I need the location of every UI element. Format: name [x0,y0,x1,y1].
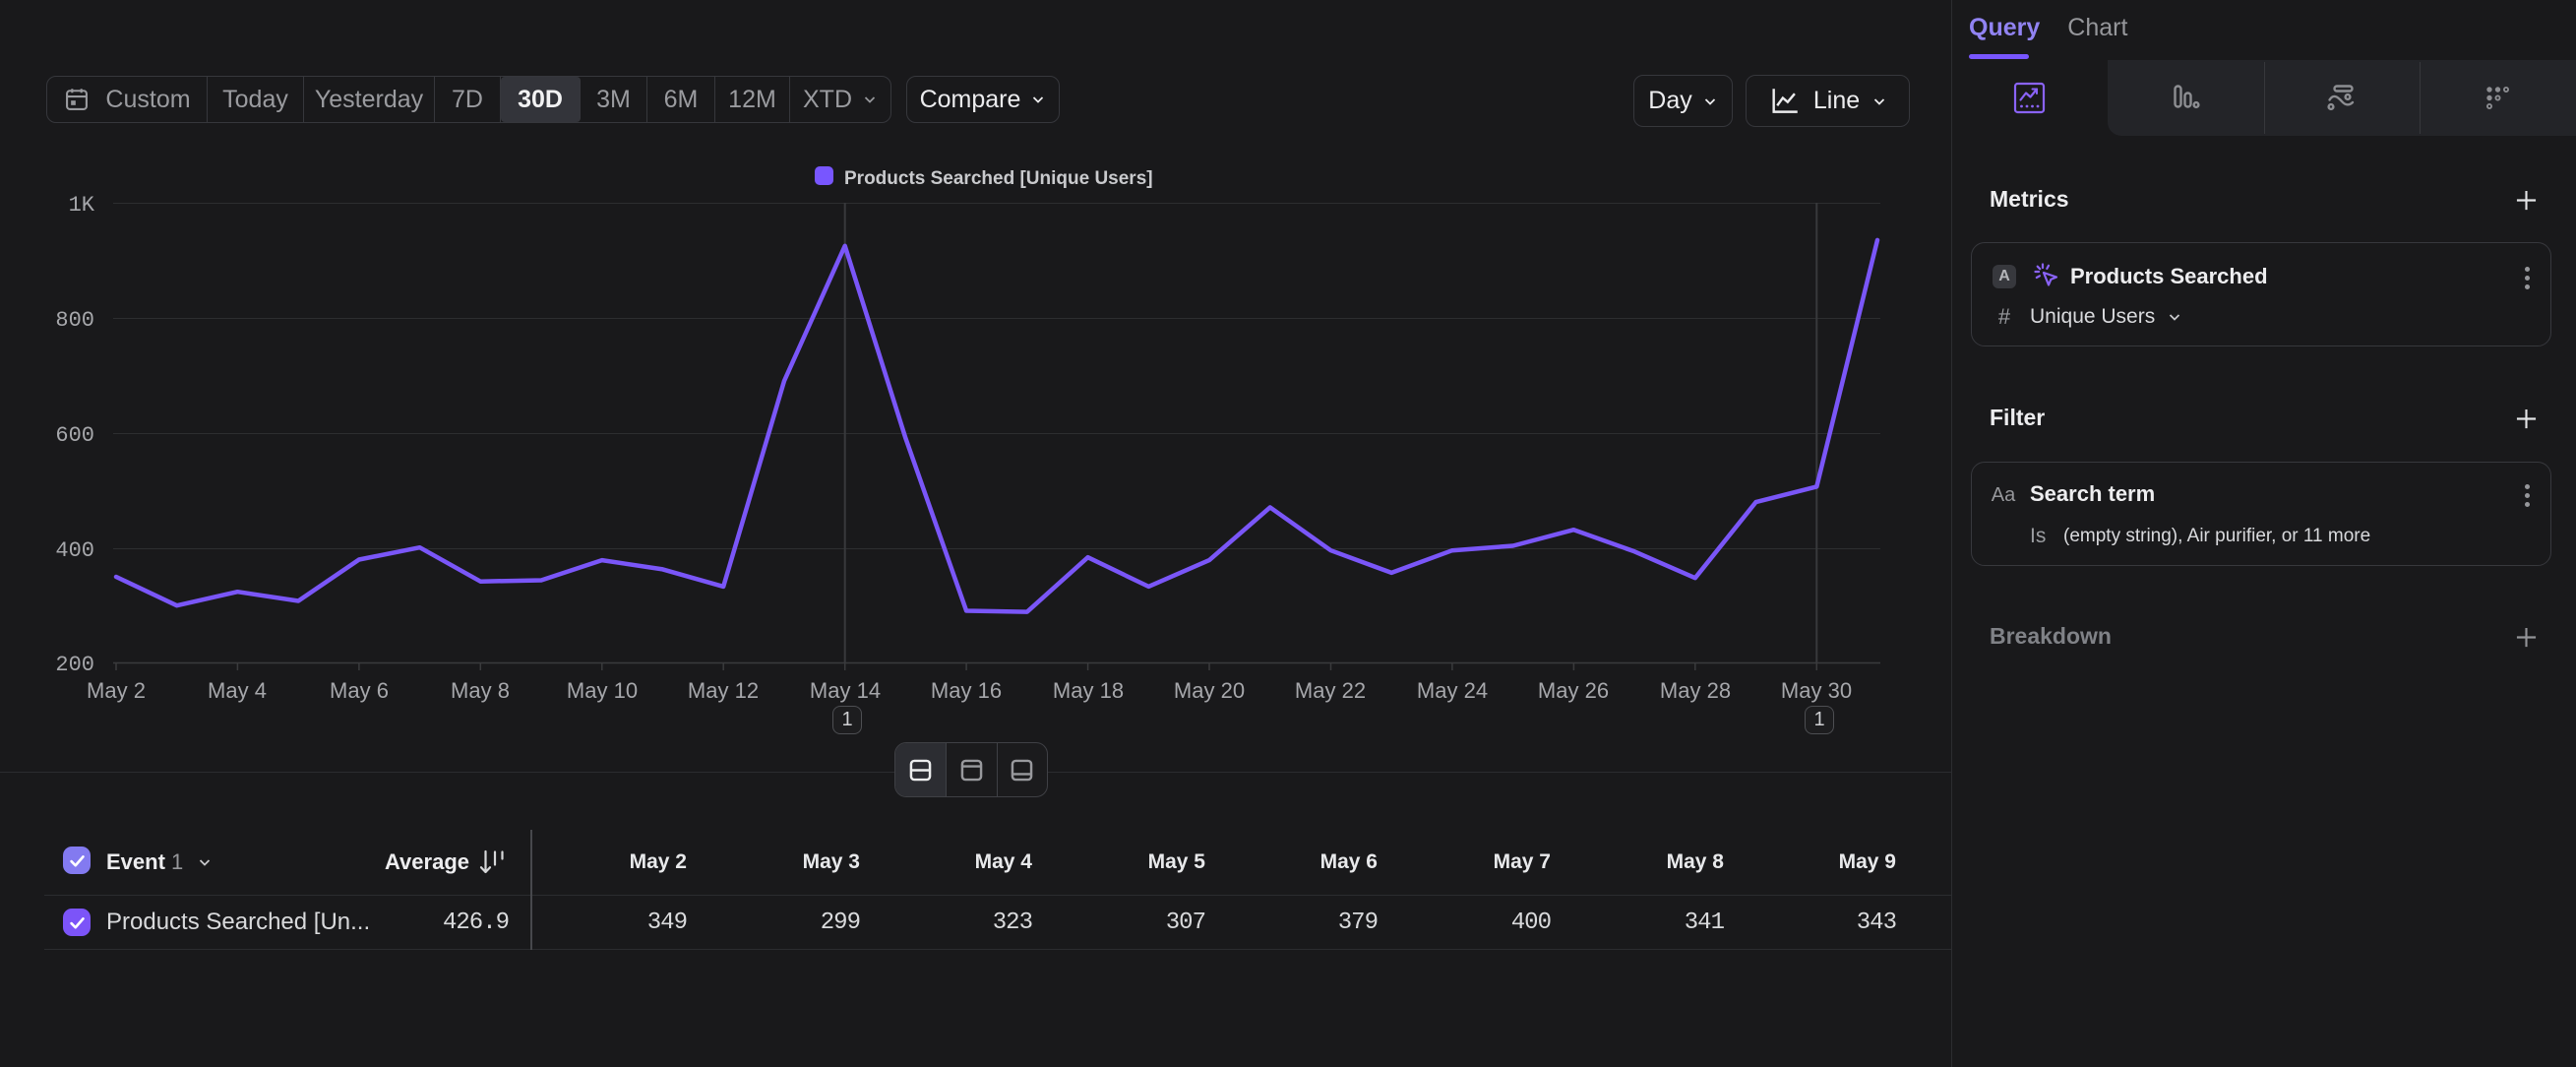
svg-text:May 4: May 4 [208,678,267,703]
svg-text:400: 400 [55,538,94,563]
svg-text:May 18: May 18 [1053,678,1124,703]
svg-text:May 30: May 30 [1781,678,1852,703]
svg-text:May 6: May 6 [330,678,389,703]
svg-text:1K: 1K [69,193,95,218]
svg-text:May 2: May 2 [87,678,146,703]
svg-text:200: 200 [55,653,94,677]
svg-text:600: 600 [55,423,94,448]
svg-text:May 26: May 26 [1538,678,1609,703]
svg-text:May 24: May 24 [1417,678,1488,703]
svg-text:May 16: May 16 [931,678,1002,703]
svg-text:800: 800 [55,308,94,333]
svg-text:May 22: May 22 [1295,678,1366,703]
svg-text:May 10: May 10 [567,678,638,703]
svg-text:May 20: May 20 [1174,678,1245,703]
svg-text:May 8: May 8 [451,678,510,703]
svg-text:May 12: May 12 [688,678,759,703]
svg-text:May 28: May 28 [1660,678,1731,703]
svg-text:May 14: May 14 [810,678,881,703]
svg-text:Products Searched [Unique User: Products Searched [Unique Users] [844,168,1153,189]
